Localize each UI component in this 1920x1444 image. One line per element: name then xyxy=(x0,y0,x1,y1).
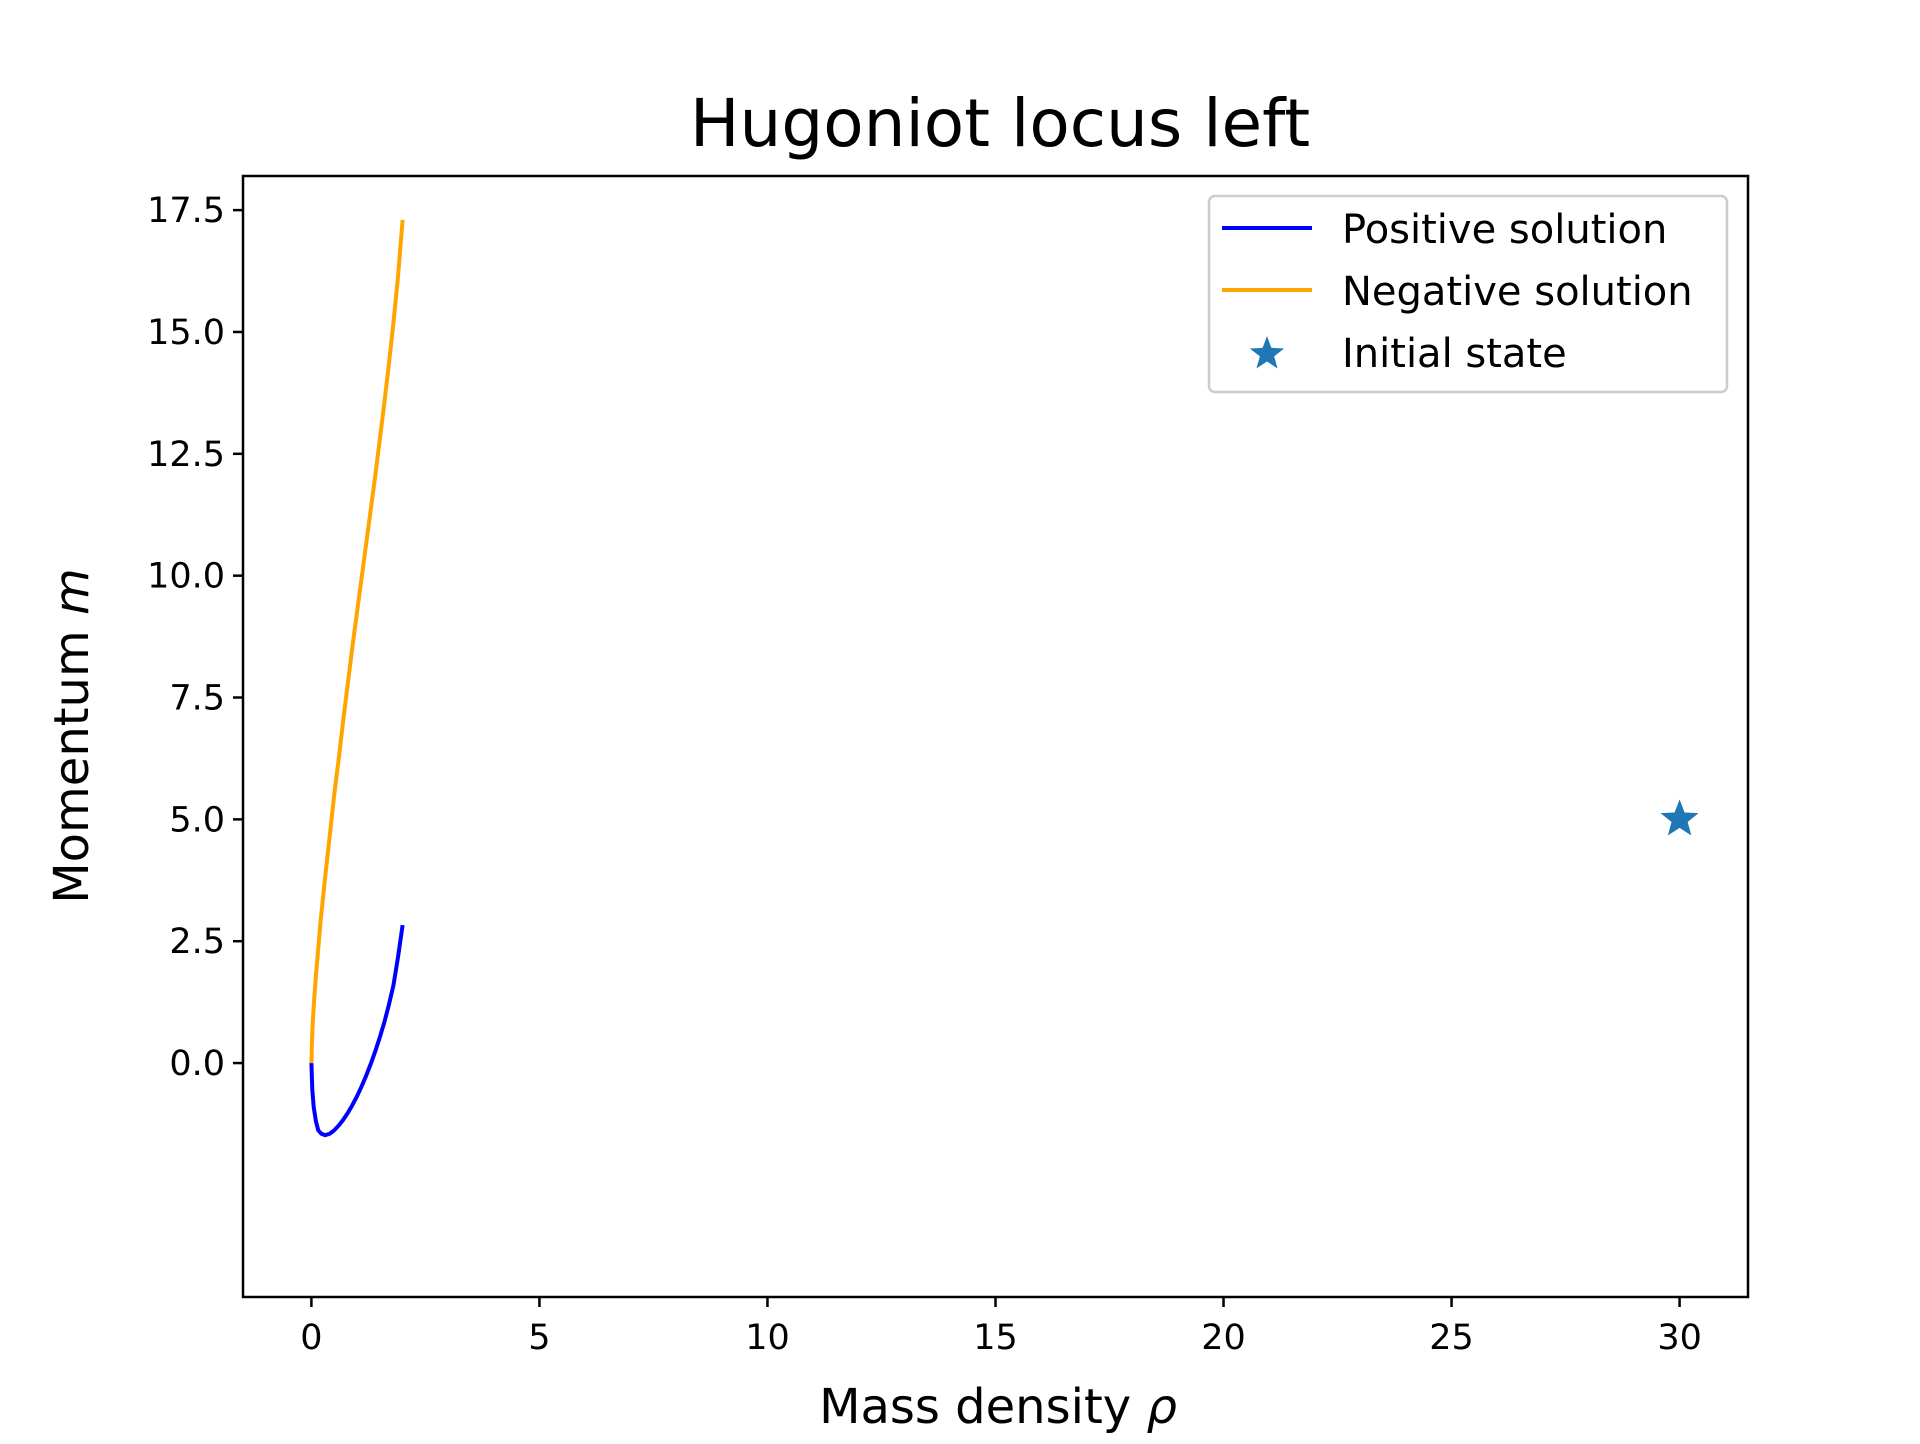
y-tick-label: 10.0 xyxy=(147,557,225,597)
y-tick-label: 0.0 xyxy=(169,1044,225,1084)
y-tick-label: 17.5 xyxy=(147,191,225,231)
negative-solution-line xyxy=(309,219,405,1064)
x-tick-label: 15 xyxy=(973,1318,1018,1358)
initial-state-marker xyxy=(1660,799,1699,836)
x-tick-label: 25 xyxy=(1429,1318,1474,1358)
x-tick-label: 0 xyxy=(300,1318,322,1358)
legend-marker-initial-state xyxy=(1249,336,1285,369)
y-axis-label: Momentum m xyxy=(44,568,100,904)
x-axis-label: Mass density ρ xyxy=(819,1379,1177,1435)
y-tick-label: 12.5 xyxy=(147,435,225,475)
x-tick-label: 5 xyxy=(528,1318,550,1358)
x-axis-label-text: Mass density xyxy=(819,1379,1146,1435)
y-tick-label: 5.0 xyxy=(169,800,225,840)
y-tick-label: 7.5 xyxy=(169,679,225,719)
legend-label-initial-state: Initial state xyxy=(1342,331,1567,377)
legend-label-positive: Positive solution xyxy=(1342,207,1667,253)
x-tick-label: 20 xyxy=(1201,1318,1246,1358)
chart-title: Hugoniot locus left xyxy=(690,85,1310,162)
y-ticks: 0.0 2.5 5.0 7.5 10.0 12.5 15.0 17.5 xyxy=(147,191,243,1084)
y-tick-label: 15.0 xyxy=(147,313,225,353)
positive-solution-line xyxy=(309,924,405,1138)
y-axis-label-symbol: m xyxy=(44,568,100,615)
x-tick-label: 30 xyxy=(1657,1318,1702,1358)
x-tick-label: 10 xyxy=(745,1318,790,1358)
legend-label-negative: Negative solution xyxy=(1342,269,1693,315)
y-axis-label-text: Momentum xyxy=(44,615,100,904)
legend: Positive solution Negative solution Init… xyxy=(1207,194,1729,394)
legend-box xyxy=(1207,194,1729,394)
x-ticks: 0 5 10 15 20 25 30 xyxy=(300,1297,1702,1358)
x-axis-label-symbol: ρ xyxy=(1146,1379,1176,1435)
plot-area xyxy=(309,219,1699,1138)
y-tick-label: 2.5 xyxy=(169,922,225,962)
